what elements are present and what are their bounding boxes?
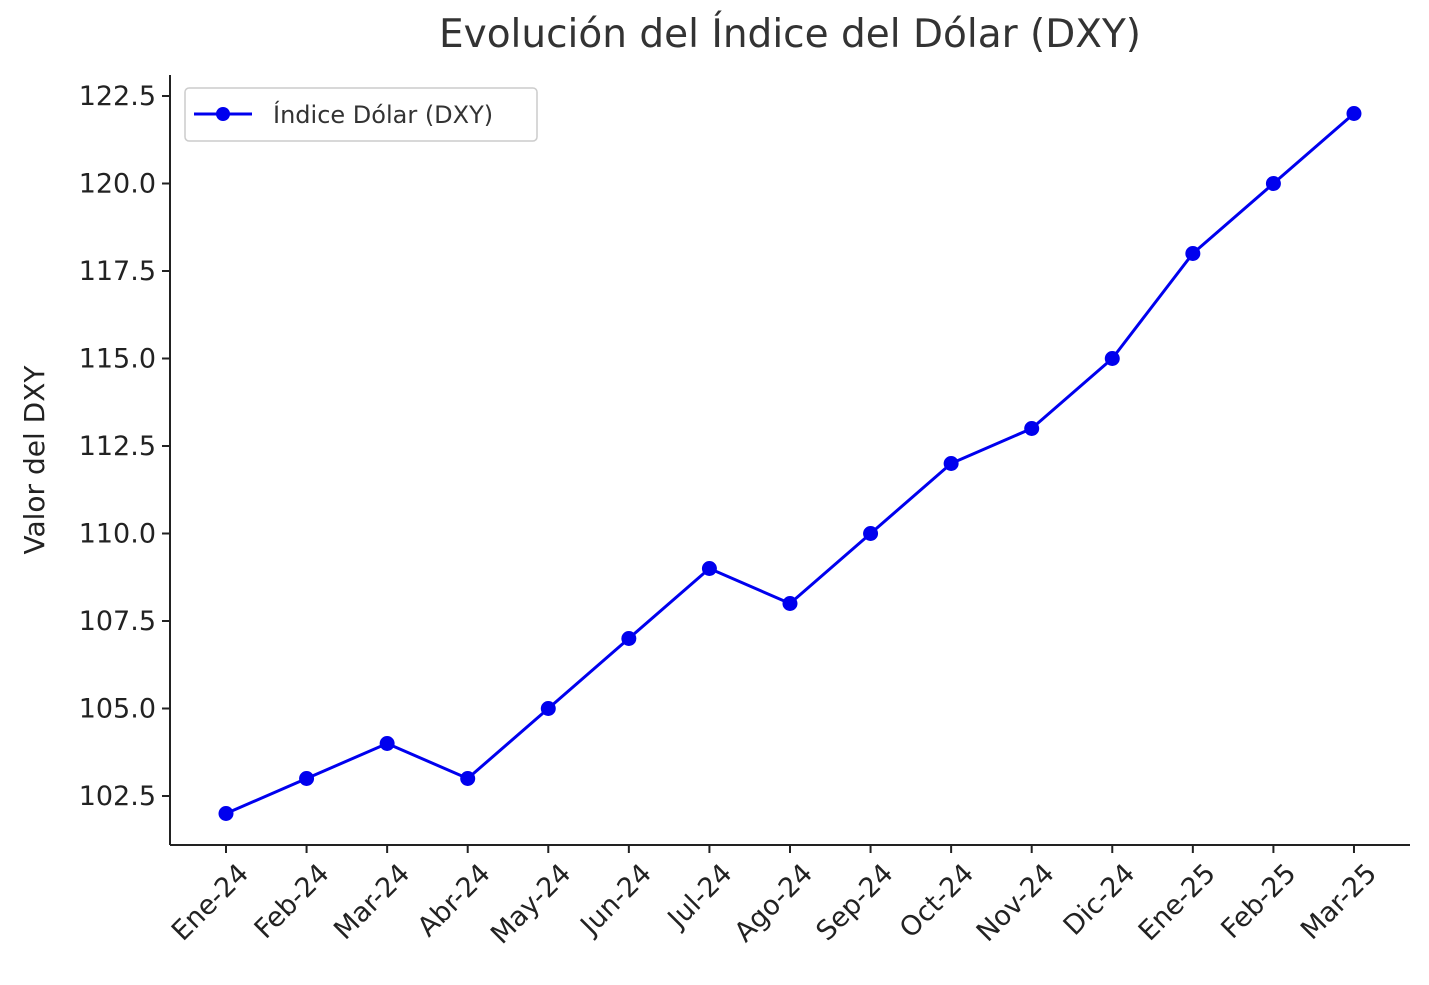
x-tick-label: Feb-25 xyxy=(1215,858,1302,945)
x-tick-label: Feb-24 xyxy=(249,858,336,945)
data-point xyxy=(782,596,798,611)
y-tick-label: 115.0 xyxy=(79,344,156,375)
x-tick-label: May-24 xyxy=(485,858,577,950)
data-point xyxy=(1346,106,1362,121)
y-tick-label: 105.0 xyxy=(79,694,156,725)
legend-box xyxy=(184,87,538,142)
y-tick-label: 102.5 xyxy=(79,781,156,812)
y-tick-label: 120.0 xyxy=(79,169,156,200)
x-tick-label: Oct-24 xyxy=(894,858,980,944)
data-point xyxy=(379,736,395,751)
y-tick-label: 112.5 xyxy=(79,431,156,462)
data-point xyxy=(1024,421,1040,436)
data-point xyxy=(218,806,234,821)
x-tick-label: Mar-24 xyxy=(328,858,416,946)
x-tick-label: Jun-24 xyxy=(573,858,657,942)
legend-label: Índice Dólar (DXY) xyxy=(273,100,493,129)
x-tick-label: Nov-24 xyxy=(971,858,1061,948)
data-point xyxy=(1265,176,1281,191)
x-tick-label: Jul-24 xyxy=(661,858,739,936)
x-tick-label: Mar-25 xyxy=(1295,858,1383,946)
x-tick-label: Ene-25 xyxy=(1133,858,1222,947)
x-tick-label: Dic-24 xyxy=(1058,858,1142,942)
data-point xyxy=(943,456,959,471)
legend-marker-swatch xyxy=(216,107,230,121)
data-point xyxy=(1185,246,1201,261)
data-point xyxy=(621,631,637,646)
x-tick-label: Abr-24 xyxy=(412,858,497,943)
y-axis-ticks: 102.5 105.0 107.5 110.0 112.5 115.0 117.5 120.0… xyxy=(79,81,170,812)
data-point xyxy=(299,771,315,786)
series-layer xyxy=(218,106,1362,821)
chart-title: Evolución del Índice del Dólar (DXY) xyxy=(438,12,1142,57)
y-tick-label: 110.0 xyxy=(79,519,156,550)
x-tick-label: Ene-24 xyxy=(166,858,255,947)
y-tick-label: 107.5 xyxy=(79,606,156,637)
x-tick-label: Sep-24 xyxy=(810,858,899,947)
y-axis-label: Valor del DXY xyxy=(18,365,51,555)
y-tick-label: 117.5 xyxy=(79,256,156,287)
data-point xyxy=(540,701,556,716)
series-line xyxy=(225,112,1355,815)
legend: Índice Dólar (DXY) xyxy=(184,87,538,142)
x-tick-label: Ago-24 xyxy=(729,858,819,948)
data-point xyxy=(701,561,717,576)
data-point xyxy=(863,526,879,541)
y-tick-label: 122.5 xyxy=(79,81,156,112)
data-point xyxy=(1104,351,1120,366)
data-point xyxy=(460,771,476,786)
